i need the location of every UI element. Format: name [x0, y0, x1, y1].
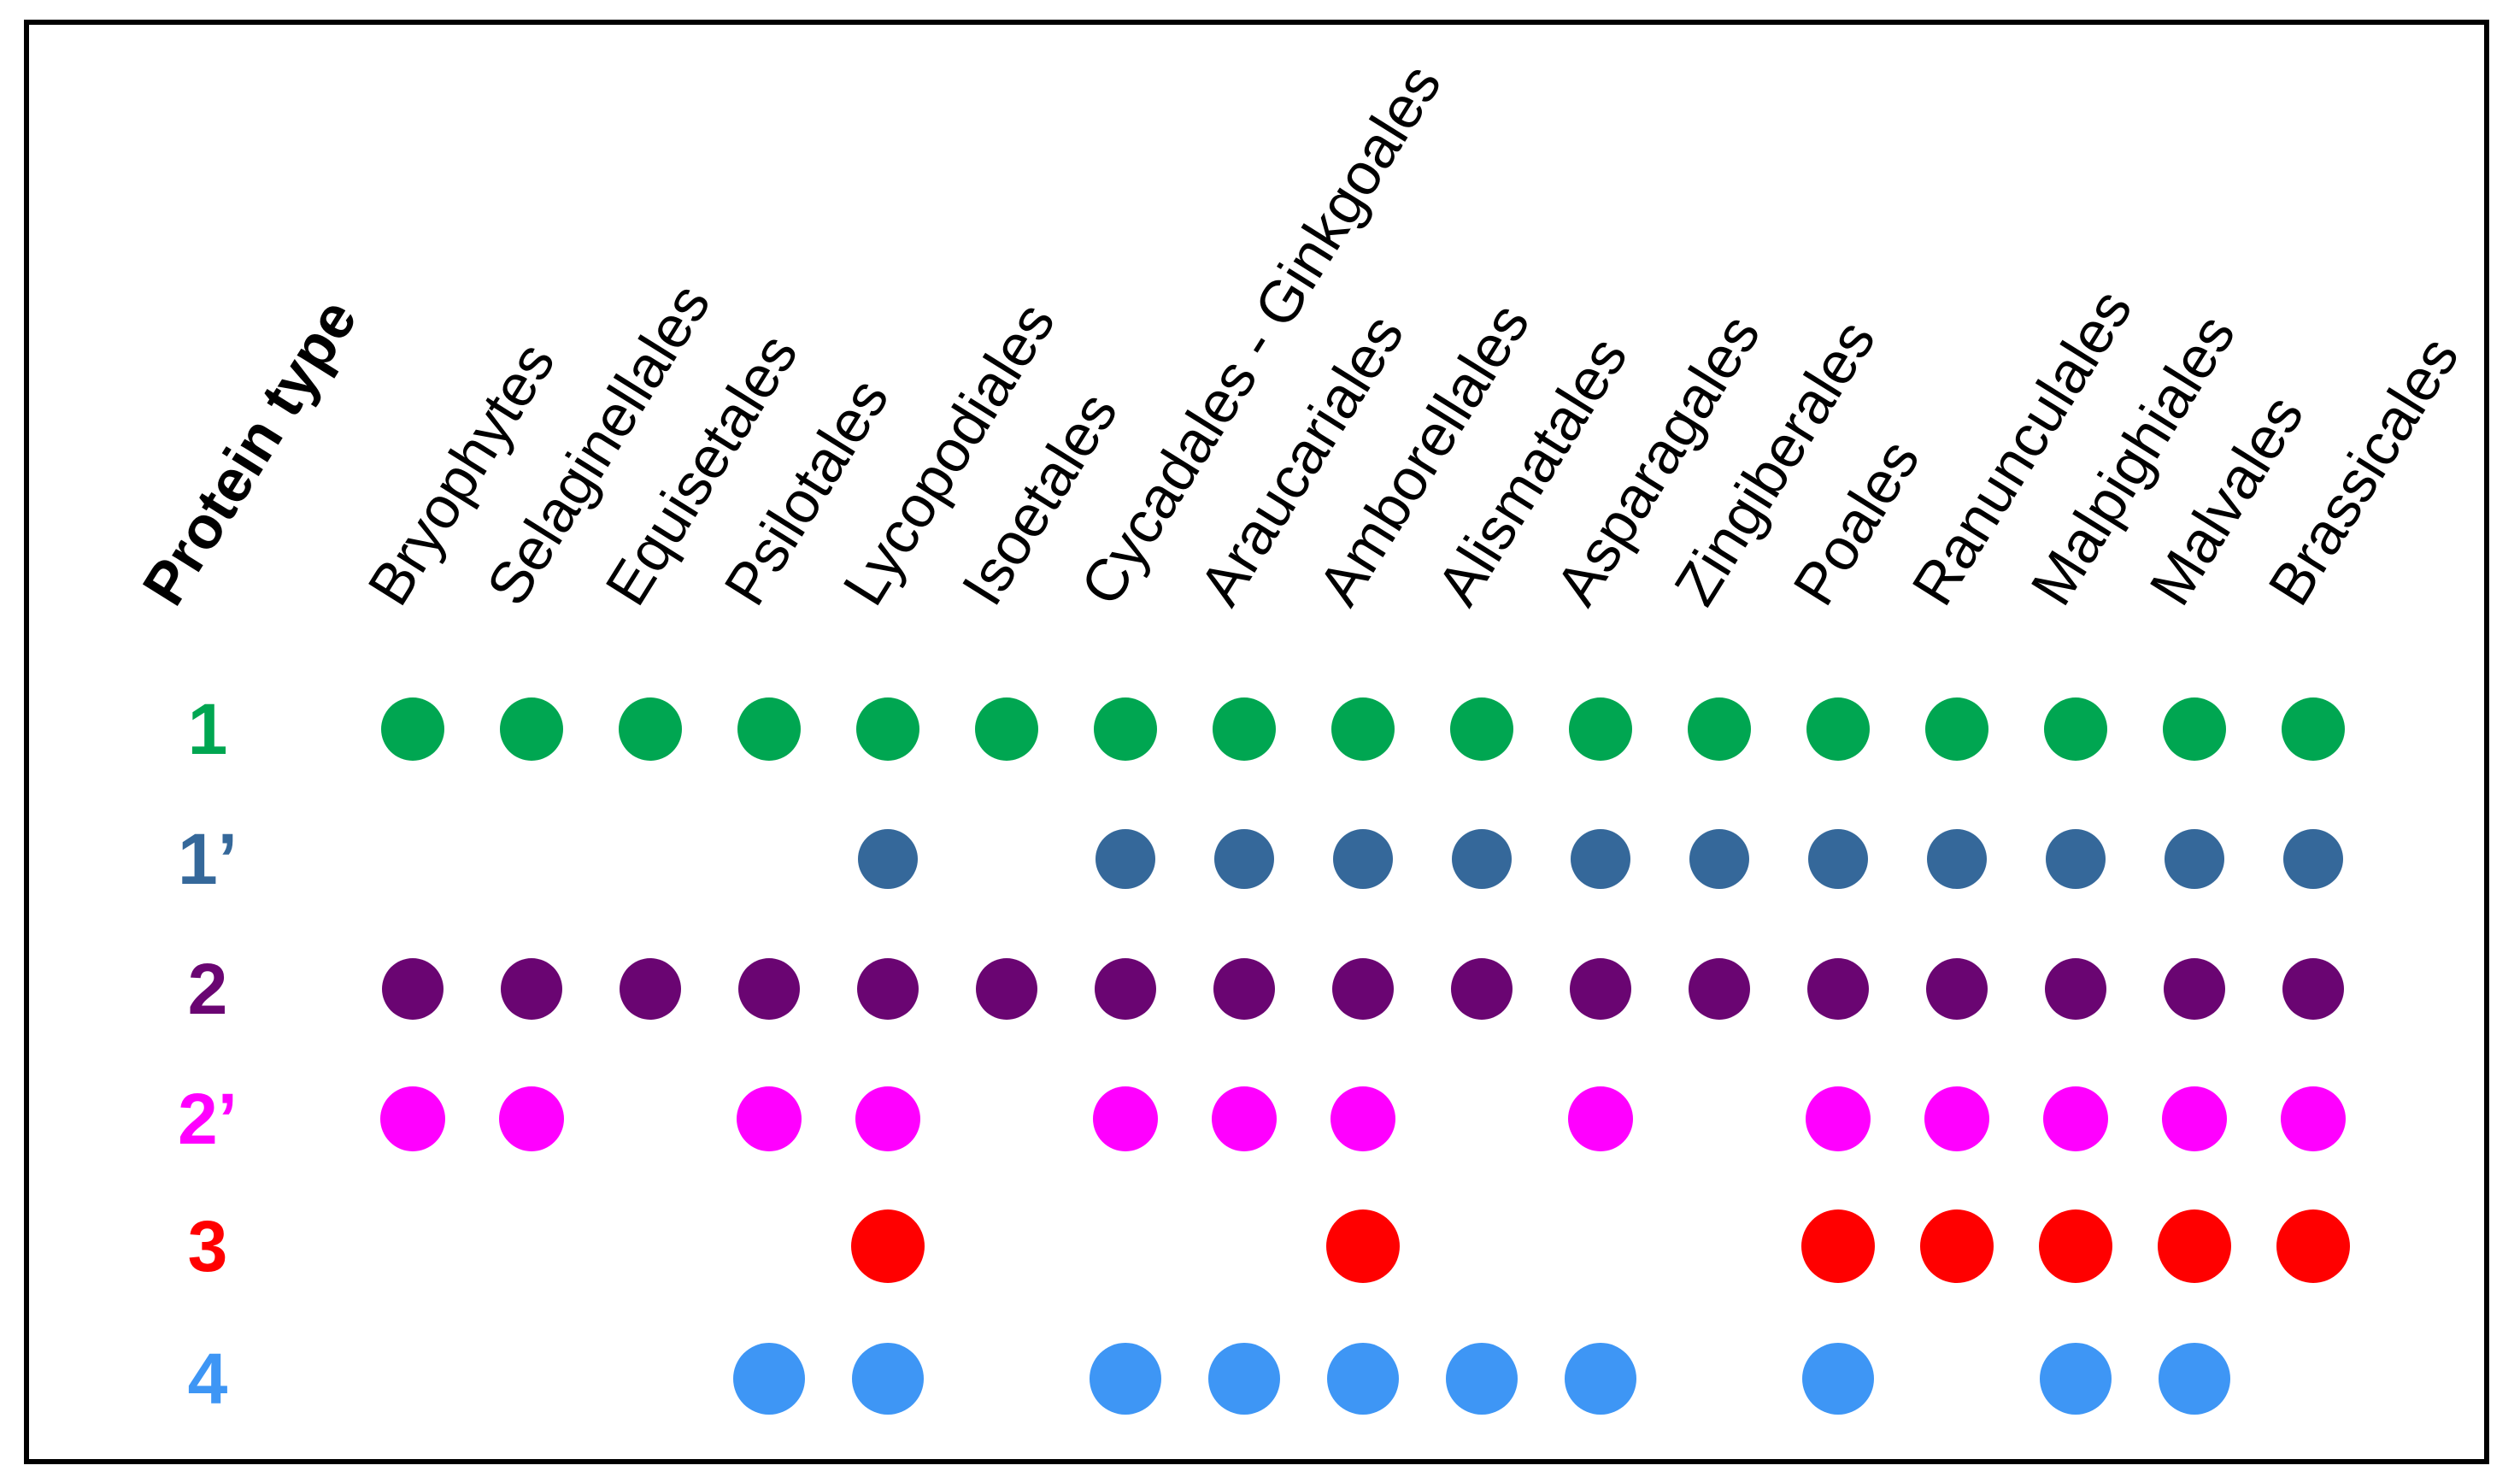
presence-dot	[1212, 1086, 1277, 1151]
presence-dot	[620, 958, 681, 1020]
presence-dot	[1333, 829, 1393, 889]
presence-dot	[1689, 829, 1749, 889]
presence-dot	[1094, 697, 1157, 761]
presence-dot	[1090, 1343, 1161, 1415]
presence-dot	[380, 1086, 445, 1151]
presence-dot	[1688, 697, 1751, 761]
presence-dot	[733, 1343, 805, 1415]
presence-dot	[1920, 1209, 1994, 1283]
presence-dot	[2040, 1343, 2112, 1415]
presence-dot	[738, 958, 800, 1020]
presence-dot	[1214, 829, 1274, 889]
presence-dot	[1808, 829, 1868, 889]
presence-dot	[856, 697, 919, 761]
presence-dot	[1801, 1209, 1875, 1283]
presence-dot	[737, 1086, 802, 1151]
row-label: 2	[187, 949, 228, 1029]
presence-dot	[1093, 1086, 1158, 1151]
presence-dot	[1925, 697, 1988, 761]
presence-dot	[1565, 1343, 1636, 1415]
presence-dot	[499, 1086, 564, 1151]
presence-dot	[1451, 958, 1513, 1020]
presence-dot	[1806, 1086, 1871, 1151]
presence-dot	[1332, 958, 1394, 1020]
presence-dot	[2158, 1209, 2231, 1283]
presence-dot	[2282, 958, 2344, 1020]
presence-dot	[2276, 1209, 2350, 1283]
presence-dot	[1327, 1343, 1399, 1415]
presence-dot	[1571, 829, 1630, 889]
presence-dot	[1096, 829, 1155, 889]
row-label: 3	[187, 1206, 228, 1286]
presence-dot	[2282, 697, 2345, 761]
presence-dot	[1926, 958, 1988, 1020]
presence-dot	[2163, 697, 2226, 761]
presence-dot	[858, 829, 918, 889]
presence-dot	[1689, 958, 1750, 1020]
presence-dot	[2162, 1086, 2227, 1151]
presence-dot	[1452, 829, 1512, 889]
presence-dot	[1326, 1209, 1400, 1283]
presence-dot	[2043, 1086, 2108, 1151]
presence-dot	[2046, 829, 2106, 889]
presence-dot	[1446, 1343, 1518, 1415]
row-label: 1’	[177, 819, 238, 899]
presence-dot	[1213, 958, 1275, 1020]
presence-dot	[1450, 697, 1513, 761]
presence-dot	[1924, 1086, 1989, 1151]
presence-dot	[2045, 958, 2106, 1020]
presence-dot	[1213, 697, 1276, 761]
presence-dot	[2039, 1209, 2112, 1283]
presence-dot	[2164, 958, 2225, 1020]
presence-dot	[976, 958, 1037, 1020]
presence-dot	[1569, 697, 1632, 761]
row-label: 1	[187, 689, 228, 769]
row-label: 4	[187, 1339, 228, 1419]
presence-dot	[852, 1343, 924, 1415]
presence-dot	[855, 1086, 920, 1151]
presence-dot	[1331, 697, 1395, 761]
presence-dot	[1802, 1343, 1874, 1415]
presence-dot	[2281, 1086, 2346, 1151]
presence-dot	[500, 697, 563, 761]
presence-dot	[501, 958, 562, 1020]
presence-dot	[857, 958, 919, 1020]
presence-dot	[382, 958, 443, 1020]
presence-dot	[1570, 958, 1631, 1020]
presence-dot	[619, 697, 682, 761]
presence-dot	[737, 697, 801, 761]
presence-dot	[851, 1209, 925, 1283]
presence-dot	[2044, 697, 2107, 761]
presence-dot	[1095, 958, 1156, 1020]
row-label: 2’	[177, 1079, 238, 1159]
presence-dot	[1807, 958, 1869, 1020]
presence-dot	[1208, 1343, 1280, 1415]
presence-dot	[1330, 1086, 1395, 1151]
presence-dot	[2283, 829, 2343, 889]
presence-dot	[2159, 1343, 2230, 1415]
presence-dot	[1806, 697, 1870, 761]
presence-dot	[1927, 829, 1987, 889]
presence-dot	[1568, 1086, 1633, 1151]
presence-dot	[381, 697, 444, 761]
presence-dot	[2165, 829, 2224, 889]
presence-dot	[975, 697, 1038, 761]
